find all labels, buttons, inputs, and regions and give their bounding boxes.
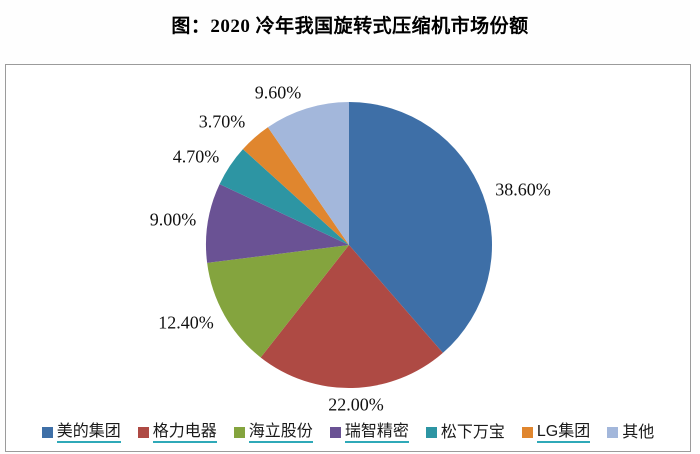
legend-item-rechi: 瑞智精密 bbox=[329, 423, 409, 443]
slice-label-highly: 12.40% bbox=[158, 312, 214, 333]
slice-label-midea: 38.60% bbox=[495, 179, 551, 200]
pie-chart bbox=[206, 102, 493, 388]
chart-area: 38.60% 22.00% 12.40% 9.00% 4.70% 3.70% 9… bbox=[5, 64, 691, 452]
legend-item-panasonic: 松下万宝 bbox=[425, 423, 505, 442]
legend-label-others: 其他 bbox=[622, 423, 655, 441]
pie-slice-1 bbox=[260, 245, 443, 388]
legend-item-others: 其他 bbox=[607, 424, 654, 442]
legend-swatch-lg bbox=[521, 427, 533, 439]
slice-label-gree: 22.00% bbox=[328, 394, 384, 415]
legend-item-lg: LG集团 bbox=[521, 423, 591, 443]
chart-legend: 美的集团 格力电器 海立股份 瑞智精密 松下万宝 LG集团 bbox=[6, 423, 690, 443]
pie-slice-0 bbox=[349, 102, 493, 353]
pie-slice-3 bbox=[206, 184, 349, 263]
legend-swatch-rechi bbox=[329, 427, 341, 439]
legend-label-gree: 格力电器 bbox=[152, 423, 217, 443]
legend-label-highly: 海立股份 bbox=[248, 423, 313, 443]
slice-label-lg: 3.70% bbox=[198, 111, 246, 132]
slice-label-rechi: 9.00% bbox=[149, 209, 197, 230]
legend-item-gree: 格力电器 bbox=[137, 423, 217, 443]
legend-swatch-midea bbox=[41, 427, 53, 439]
slice-label-panasonic: 4.70% bbox=[172, 146, 220, 167]
pie-slice-2 bbox=[207, 245, 349, 358]
legend-label-rechi: 瑞智精密 bbox=[344, 423, 409, 443]
chart-title: 图：2020 冷年我国旋转式压缩机市场份额 bbox=[171, 16, 529, 37]
legend-item-highly: 海立股份 bbox=[233, 423, 313, 443]
legend-label-midea: 美的集团 bbox=[56, 423, 121, 443]
legend-swatch-gree bbox=[137, 427, 149, 439]
legend-item-midea: 美的集团 bbox=[41, 423, 121, 443]
legend-label-lg: LG集团 bbox=[536, 423, 591, 443]
pie-slice-6 bbox=[267, 102, 349, 245]
legend-swatch-highly bbox=[233, 427, 245, 439]
legend-swatch-others bbox=[607, 427, 619, 439]
slice-label-others: 9.60% bbox=[254, 82, 302, 103]
pie-slice-5 bbox=[242, 127, 349, 245]
legend-label-panasonic: 松下万宝 bbox=[440, 423, 505, 441]
pie-slice-4 bbox=[219, 149, 349, 245]
legend-swatch-panasonic bbox=[425, 427, 437, 439]
